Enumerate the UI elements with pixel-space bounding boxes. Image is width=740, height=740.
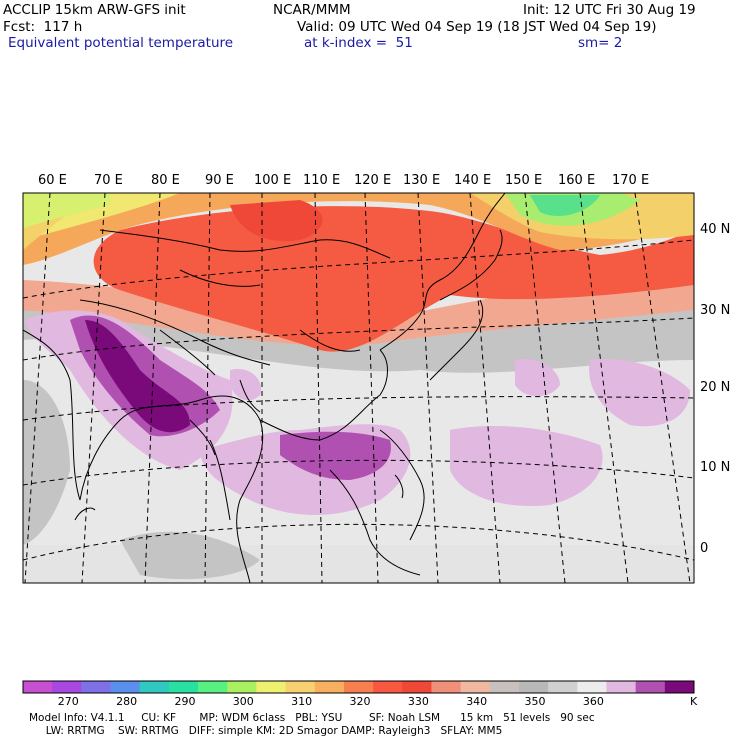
- map-frame: [22, 192, 695, 584]
- colorbar-swatch: [635, 681, 666, 693]
- model-info-line2: LW: RRTMG SW: RRTMG DIFF: simple KM: 2D …: [29, 725, 503, 737]
- lon-label: 90 E: [205, 173, 234, 188]
- colorbar-tick-label: 310: [291, 695, 313, 708]
- colorbar-swatch: [373, 681, 403, 693]
- colorbar-tick-label: 290: [174, 695, 196, 708]
- lon-label: 120 E: [354, 173, 392, 188]
- lon-label: 110 E: [303, 173, 341, 188]
- colorbar-tick-label: 330: [407, 695, 429, 708]
- colorbar-tick-label: 350: [524, 695, 546, 708]
- colorbar-frame: [22, 680, 695, 694]
- colorbar-swatch: [460, 681, 491, 693]
- colorbar-swatch: [23, 681, 53, 693]
- colorbar-swatch: [489, 681, 520, 693]
- colorbar-swatch: [431, 681, 462, 693]
- forecast-hour: Fcst: 117 h: [3, 19, 83, 35]
- lat-label: 0: [700, 541, 709, 556]
- colorbar-swatch: [548, 681, 578, 693]
- center-label: NCAR/MMM: [273, 2, 351, 18]
- colorbar-tick-label: 320: [349, 695, 371, 708]
- lon-label: 140 E: [454, 173, 492, 188]
- colorbar-swatch: [139, 681, 170, 693]
- colorbar-tick-label: 280: [116, 695, 138, 708]
- colorbar-swatch: [52, 681, 82, 693]
- colorbar-swatch: [256, 681, 287, 693]
- lon-label: 100 E: [254, 173, 292, 188]
- colorbar-swatch: [343, 681, 374, 693]
- model-info-line1: Model Info: V4.1.1 CU: KF MP: WDM 6class…: [29, 712, 595, 724]
- lat-label: 30 N: [700, 303, 731, 318]
- valid-time: Valid: 09 UTC Wed 04 Sep 19 (18 JST Wed …: [297, 19, 657, 35]
- lat-label: 40 N: [700, 222, 731, 237]
- colorbar-swatch: [285, 681, 316, 693]
- colorbar-swatch: [664, 681, 695, 693]
- colorbar-swatch: [518, 681, 549, 693]
- field-name: Equivalent potential temperature: [8, 35, 234, 51]
- lon-label: 160 E: [558, 173, 596, 188]
- graticule: [23, 193, 694, 583]
- lat-label: 20 N: [700, 380, 731, 395]
- colorbar-swatch: [110, 681, 141, 693]
- lon-label: 70 E: [94, 173, 123, 188]
- colorbar-tick-label: 340: [466, 695, 488, 708]
- colorbar-unit: K: [690, 695, 698, 708]
- lon-label: 150 E: [505, 173, 543, 188]
- colorbar-swatch: [81, 681, 112, 693]
- init-time: Init: 12 UTC Fri 30 Aug 19: [523, 2, 696, 18]
- colorbar-swatch: [168, 681, 199, 693]
- lon-label: 170 E: [612, 173, 650, 188]
- model-title: ACCLIP 15km ARW-GFS init: [3, 2, 186, 18]
- lon-label: 60 E: [38, 173, 67, 188]
- colorbar-tick-label: 300: [232, 695, 254, 708]
- colorbar-tick-label: 270: [57, 695, 79, 708]
- colorbar-swatch: [227, 681, 257, 693]
- map-field: [23, 193, 694, 583]
- colorbar-swatch: [402, 681, 432, 693]
- lon-label: 80 E: [151, 173, 180, 188]
- lon-label: 130 E: [403, 173, 441, 188]
- colorbar-swatch: [198, 681, 228, 693]
- colorbar-swatch: [577, 681, 607, 693]
- coastlines: [23, 193, 506, 583]
- level-label: at k-index = 51: [304, 35, 413, 51]
- colorbar-tick-label: 360: [582, 695, 604, 708]
- colorbar: [22, 680, 695, 694]
- colorbar-swatch: [314, 681, 345, 693]
- lat-label: 10 N: [700, 460, 731, 475]
- smoothing-label: sm= 2: [578, 35, 623, 51]
- colorbar-swatch: [606, 681, 637, 693]
